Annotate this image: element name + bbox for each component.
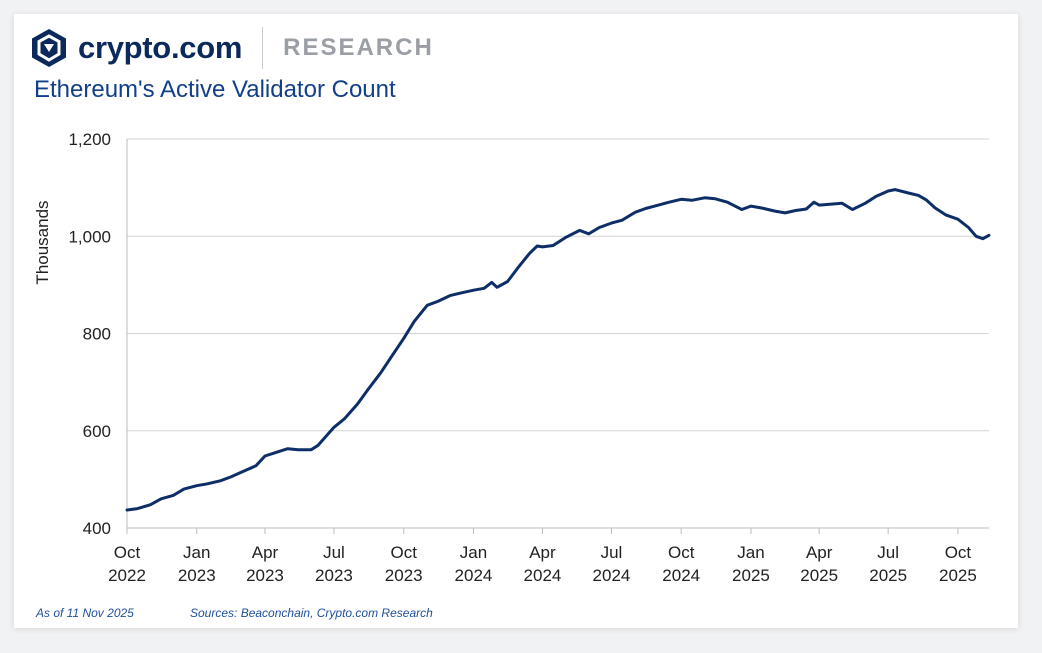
x-tick-label-month: Oct: [668, 543, 695, 562]
x-tick-label-month: Jan: [737, 543, 764, 562]
series-line: [125, 188, 991, 512]
x-tick-label-year: 2025: [939, 566, 977, 585]
x-tick-label-year: 2023: [246, 566, 284, 585]
y-tick-label: 1,200: [68, 130, 111, 149]
x-tick-label-month: Oct: [945, 543, 972, 562]
x-tick-label-month: Jul: [323, 543, 345, 562]
x-tick-label-year: 2024: [593, 566, 631, 585]
y-tick-label: 800: [83, 325, 111, 344]
x-tick-label-year: 2023: [315, 566, 353, 585]
x-tick-label-year: 2024: [662, 566, 700, 585]
as-of-date: As of 11 Nov 2025: [36, 606, 134, 620]
crypto-com-lion-shield-icon: [32, 29, 66, 67]
x-tick-label-month: Apr: [806, 543, 833, 562]
x-tick-label-year: 2023: [178, 566, 216, 585]
x-tick-label-month: Apr: [252, 543, 279, 562]
y-tick-label: 400: [83, 519, 111, 538]
x-tick-label-month: Jul: [877, 543, 899, 562]
sources-note: Sources: Beaconchain, Crypto.com Researc…: [190, 606, 433, 620]
x-tick-label-month: Jan: [183, 543, 210, 562]
x-tick-label-month: Jan: [460, 543, 487, 562]
x-tick-label-month: Oct: [390, 543, 417, 562]
y-tick-label: 600: [83, 422, 111, 441]
x-tick-label-month: Oct: [114, 543, 141, 562]
brand-name: crypto.com: [78, 30, 243, 65]
x-tick-label-year: 2025: [869, 566, 907, 585]
x-tick-label-year: 2024: [455, 566, 493, 585]
x-tick-label-month: Jul: [601, 543, 623, 562]
y-axis-title: Thousands: [33, 200, 52, 284]
research-label: RESEARCH: [283, 34, 434, 61]
brand-header: crypto.com RESEARCH: [30, 27, 434, 69]
x-tick-label-year: 2022: [108, 566, 146, 585]
y-tick-label: 1,000: [68, 227, 111, 246]
header-divider: [262, 27, 264, 69]
x-tick-label-year: 2023: [385, 566, 423, 585]
x-tick-label-year: 2024: [524, 566, 562, 585]
chart-title: Ethereum's Active Validator Count: [34, 76, 396, 103]
x-tick-label-month: Apr: [529, 543, 556, 562]
chart-card: crypto.com RESEARCH Ethereum's Active Va…: [14, 14, 1018, 628]
x-tick-label-year: 2025: [800, 566, 838, 585]
x-tick-label-year: 2025: [732, 566, 770, 585]
